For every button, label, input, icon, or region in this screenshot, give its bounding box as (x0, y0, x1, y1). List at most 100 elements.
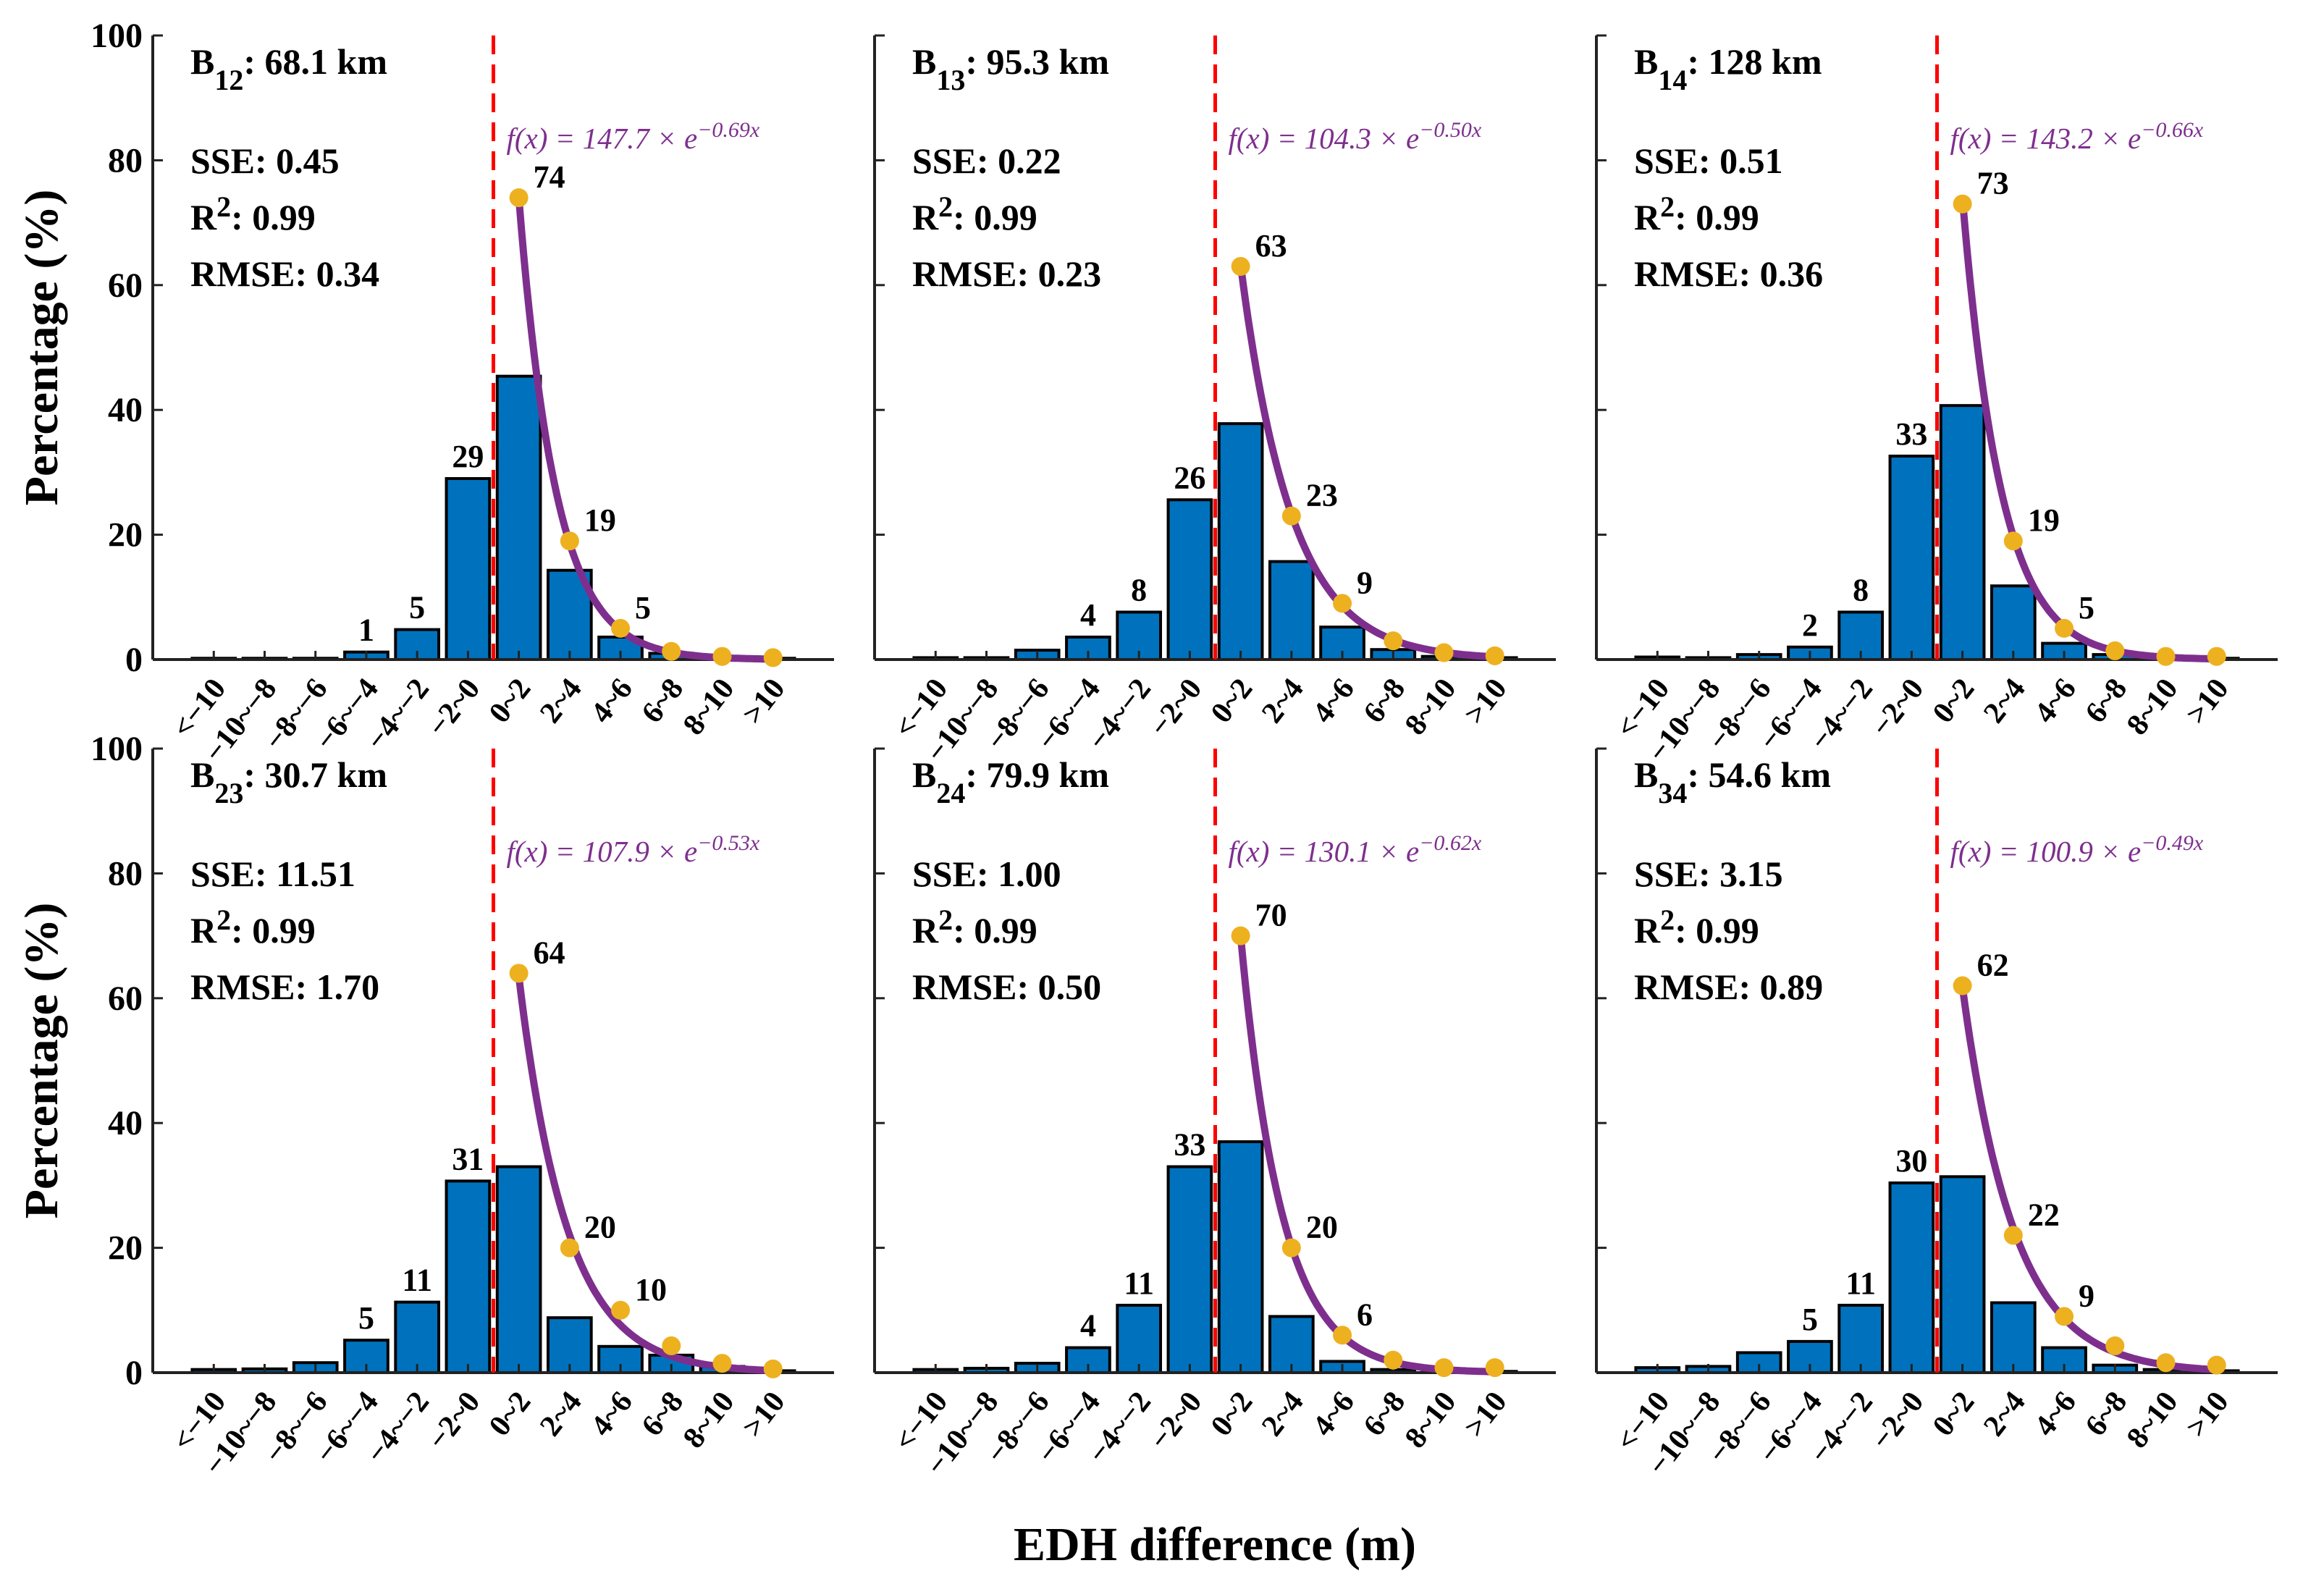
fit-point-3 (662, 1336, 681, 1355)
r2-label: R2: 0.99 (190, 904, 316, 951)
fit-equation: f(x) = 107.9 × e−0.53x (507, 831, 760, 868)
baseline-value: : 54.6 km (1687, 754, 1831, 795)
r2-value: : 0.99 (953, 910, 1037, 951)
baseline-value: : 79.9 km (965, 754, 1109, 795)
equation-exponent: −0.66x (2141, 118, 2204, 142)
r2-label: R2: 0.99 (912, 904, 1037, 951)
bar-value-label: 11 (1124, 1265, 1154, 1301)
y-tick-label: 100 (90, 730, 143, 768)
equation-body: f(x) = 147.7 × e (507, 122, 698, 155)
fit-point-1 (560, 531, 579, 551)
x-tick-label: 8~10 (1399, 1386, 1462, 1454)
y-tick-label: 0 (125, 1354, 143, 1392)
equation-exponent: −0.49x (2141, 831, 2204, 855)
fit-point-4 (1434, 643, 1454, 662)
y-tick-label: 80 (108, 854, 143, 893)
fit-point-1 (2003, 531, 2023, 551)
sse-label: SSE: 0.22 (912, 140, 1061, 181)
x-tick-label: 2~4 (534, 1386, 589, 1443)
sse-label: SSE: 3.15 (1634, 854, 1783, 894)
r2-value: : 0.99 (1675, 910, 1759, 951)
x-tick-label: 2~4 (1255, 1386, 1310, 1443)
fit-equation: f(x) = 147.7 × e−0.69x (507, 118, 760, 155)
x-tick-label: 8~10 (677, 673, 741, 741)
bar-5 (1166, 498, 1213, 661)
baseline-value: : 68.1 km (243, 41, 387, 82)
r2-prefix: R (912, 197, 939, 237)
baseline-label: B23: 30.7 km (190, 754, 387, 809)
x-tick-label: 0~2 (1927, 1386, 1982, 1443)
equation-body: f(x) = 143.2 × e (1950, 122, 2142, 155)
baseline-label: B13: 95.3 km (912, 41, 1109, 96)
r2-superscript: 2 (216, 190, 231, 223)
y-tick-label: 80 (108, 141, 143, 180)
x-tick-label: 8~10 (677, 1386, 741, 1454)
bar-5 (1888, 1181, 1935, 1375)
bar-value-label: 33 (1895, 416, 1927, 452)
fit-point-2 (2055, 1307, 2074, 1326)
x-tick-label: >10 (2180, 1386, 2236, 1444)
bar-value-label: 30 (1895, 1143, 1927, 1179)
sse-label: SSE: 0.51 (1634, 140, 1783, 181)
panel-12: 1529020406080100<−10−10~−8−8~−6−6~−4−4~−… (15, 17, 834, 769)
bar-5 (445, 1179, 492, 1374)
fit-point-0 (1953, 194, 1972, 214)
bar-6 (1939, 404, 1986, 662)
r2-value: : 0.99 (231, 910, 316, 951)
x-tick-label: −2~0 (1143, 1386, 1208, 1456)
x-tick-label: 8~10 (2121, 1386, 2184, 1454)
x-tick-label: 4~6 (584, 673, 639, 730)
fit-point-0 (509, 188, 529, 208)
fit-point-3 (2105, 641, 2125, 660)
fit-equation: f(x) = 104.3 × e−0.50x (1229, 118, 1482, 155)
x-tick-label: −2~0 (1865, 1386, 1930, 1456)
fit-point-0 (509, 964, 529, 983)
panel-13: 4826<−10−10~−8−8~−6−6~−4−4~−2−2~00~22~44… (873, 34, 1556, 769)
baseline-prefix: B (190, 41, 214, 82)
x-tick-label: 4~6 (2028, 1386, 2083, 1443)
x-tick-label: 2~4 (1977, 1386, 2032, 1443)
fit-point-3 (1384, 1350, 1403, 1370)
x-tick-label: 4~6 (2028, 673, 2083, 730)
fit-point-label: 22 (2028, 1197, 2060, 1232)
bar-value-label: 31 (452, 1141, 484, 1176)
y-tick-label: 20 (108, 516, 143, 555)
fit-point-label: 19 (584, 502, 616, 538)
fit-point-1 (1281, 1238, 1301, 1258)
bar-4 (1116, 1303, 1163, 1375)
x-tick-label: 4~6 (1306, 673, 1361, 730)
x-tick-label: >10 (2180, 673, 2236, 730)
rmse-label: RMSE: 0.23 (912, 253, 1101, 294)
r2-value: : 0.99 (231, 197, 316, 237)
fit-point-5 (1485, 646, 1504, 665)
fit-point-label: 64 (534, 935, 565, 970)
fit-point-label: 74 (534, 159, 565, 195)
fit-point-3 (2105, 1336, 2125, 1355)
rmse-label: RMSE: 0.50 (912, 966, 1101, 1007)
fit-point-3 (662, 641, 681, 661)
equation-body: f(x) = 100.9 × e (1950, 835, 2142, 868)
fit-point-label: 20 (1306, 1210, 1338, 1245)
r2-superscript: 2 (1660, 904, 1675, 936)
bar-6 (1939, 1175, 1986, 1375)
baseline-prefix: B (912, 41, 936, 82)
x-tick-label: 0~2 (1205, 673, 1260, 730)
fit-point-label: 10 (635, 1272, 667, 1307)
baseline-subscript: 24 (936, 777, 965, 809)
bar-6 (1217, 1140, 1264, 1375)
bar-value-label: 11 (402, 1263, 432, 1298)
bar-4 (394, 1300, 441, 1374)
baseline-prefix: B (1634, 41, 1658, 82)
bar-5 (1888, 454, 1935, 661)
x-tick-label: >10 (736, 1386, 792, 1444)
baseline-subscript: 34 (1658, 777, 1687, 809)
y-tick-label: 60 (108, 980, 143, 1018)
fit-point-2 (2055, 618, 2074, 638)
baseline-prefix: B (190, 754, 214, 795)
fit-point-label: 20 (584, 1210, 616, 1245)
rmse-label: RMSE: 0.36 (1634, 253, 1823, 294)
fit-point-4 (2156, 1353, 2176, 1373)
x-tick-label: 2~4 (1977, 673, 2032, 730)
fit-point-label: 70 (1255, 898, 1287, 933)
